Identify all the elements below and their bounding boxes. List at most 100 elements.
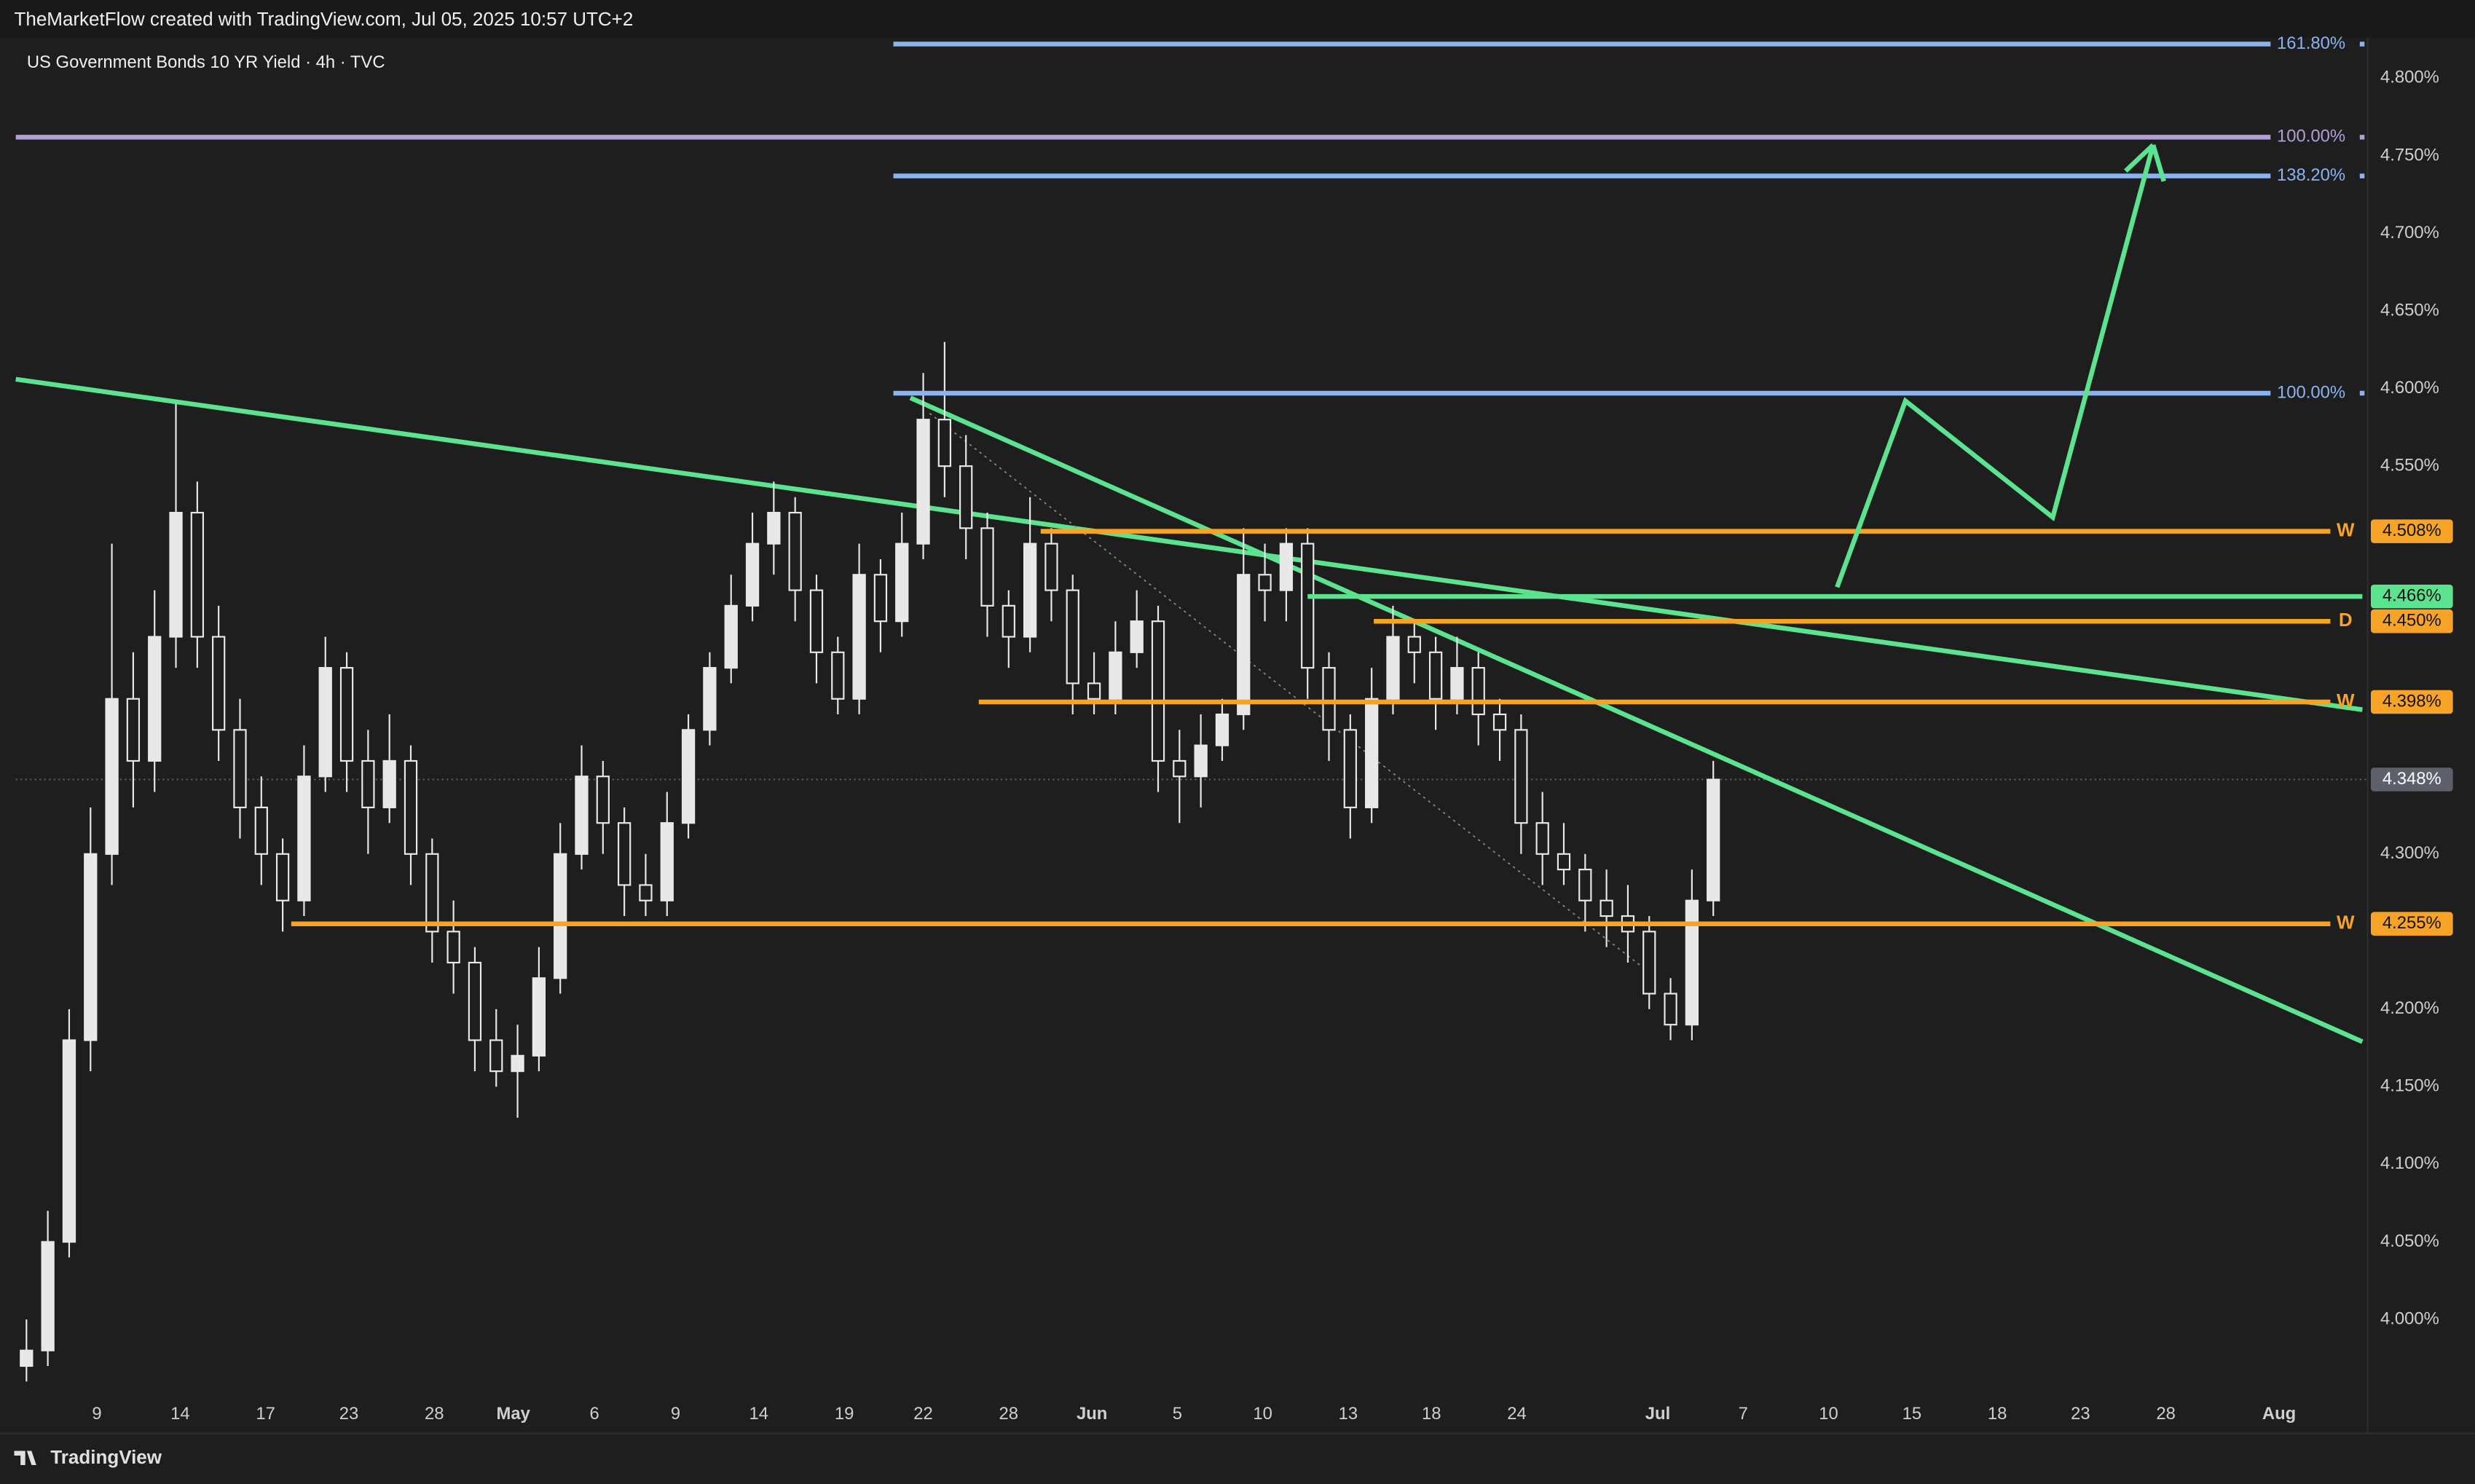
y-tick-label: 4.700% — [2380, 223, 2439, 242]
price-label: 4.348% — [2382, 769, 2441, 789]
trendline — [15, 376, 2363, 712]
candle-body — [788, 511, 802, 591]
candle-body — [1194, 744, 1208, 778]
candle-body — [1301, 542, 1315, 669]
candle-body — [532, 977, 546, 1057]
candle-body — [575, 775, 589, 855]
fib-label: 100.00% — [2277, 382, 2345, 402]
price-label-box — [2370, 609, 2453, 634]
candle-body — [660, 822, 674, 901]
x-tick-label: 19 — [835, 1404, 854, 1424]
candle-body — [596, 775, 610, 824]
fib-label: 161.80% — [2277, 33, 2345, 53]
candle-body — [1685, 899, 1699, 1026]
y-tick-label: 4.050% — [2380, 1231, 2439, 1251]
candle-body — [297, 775, 311, 901]
candle-body — [339, 667, 354, 762]
fib-marker — [2359, 135, 2365, 140]
candle-body — [468, 961, 482, 1041]
candle-body — [554, 853, 567, 979]
fib-marker — [2359, 42, 2365, 47]
candle-body — [1087, 682, 1101, 700]
candle-body — [1557, 853, 1571, 871]
x-tick-label: 23 — [339, 1404, 359, 1424]
candle-body — [1237, 574, 1251, 716]
level-tag: W — [2337, 518, 2355, 540]
price-label-box — [2370, 519, 2453, 543]
projection-arrowhead — [2150, 144, 2166, 182]
x-tick-label: 14 — [170, 1404, 190, 1424]
footer: TradingView — [50, 1446, 162, 1468]
x-tick-label: 6 — [589, 1404, 599, 1424]
candle-body — [1322, 667, 1336, 731]
x-tick-label: 10 — [1819, 1404, 1838, 1424]
y-tick-label: 4.750% — [2380, 145, 2439, 165]
y-tick-label: 4.000% — [2380, 1309, 2439, 1328]
candle-body — [41, 1241, 55, 1351]
fib-marker — [2359, 173, 2365, 178]
candle-body — [1664, 992, 1677, 1026]
y-tick-label: 4.550% — [2380, 455, 2439, 475]
candle-body — [20, 1349, 34, 1367]
candle-body — [1535, 822, 1549, 855]
candle-body — [639, 884, 653, 901]
price-label-box — [2370, 767, 2453, 792]
candle-body — [126, 698, 141, 762]
price-label: 4.398% — [2382, 691, 2441, 711]
candle-body — [1130, 620, 1144, 653]
x-tick-label: Jul — [1645, 1404, 1670, 1424]
price-label-box — [2370, 690, 2453, 714]
candle-body — [959, 465, 973, 529]
candle-body — [404, 759, 418, 855]
price-label: 4.450% — [2382, 610, 2441, 630]
candle-body — [1707, 778, 1720, 901]
fib-label: 138.20% — [2277, 165, 2345, 185]
candle-body — [84, 853, 98, 1041]
candle-body — [511, 1054, 524, 1073]
x-tick-label: 28 — [999, 1404, 1019, 1424]
candle-body — [1492, 713, 1507, 731]
x-tick-label: 28 — [425, 1404, 444, 1424]
x-tick-label: 7 — [1739, 1404, 1748, 1424]
candle-body — [681, 729, 696, 824]
trendline — [929, 412, 1642, 966]
projection-arrowhead — [2124, 143, 2155, 173]
candle-body — [1002, 604, 1015, 638]
price-label: 4.255% — [2382, 913, 2441, 933]
price-label: 4.508% — [2382, 521, 2441, 540]
candle-body — [1407, 636, 1421, 653]
y-tick-label: 4.100% — [2380, 1153, 2439, 1173]
candle-body — [1514, 729, 1528, 824]
candle-body — [489, 1039, 503, 1073]
candle-body — [852, 574, 866, 700]
x-tick-label: 10 — [1253, 1404, 1272, 1424]
candle-body — [1343, 729, 1357, 808]
y-tick-label: 4.150% — [2380, 1076, 2439, 1096]
candle-body — [318, 667, 332, 778]
axes: 4.800% 4.750% 4.700% 4.650% 4.600% 4.550% 4.30… — [92, 68, 2453, 1424]
x-tick-label: 17 — [256, 1404, 275, 1424]
y-tick-label: 4.600% — [2380, 378, 2439, 398]
fib-marker — [2359, 390, 2365, 396]
candle-body — [62, 1039, 76, 1243]
candle-body — [873, 574, 888, 623]
plot: 161.80% 100.00% 138.20% 100.00% W D W W — [15, 33, 2368, 1382]
y-tick-label: 4.650% — [2380, 300, 2439, 320]
x-tick-label: 23 — [2071, 1404, 2090, 1424]
x-tick-label: 28 — [2156, 1404, 2176, 1424]
level-tag: D — [2339, 609, 2353, 631]
candle-body — [1471, 667, 1485, 716]
level-tag: W — [2337, 690, 2355, 711]
candle-body — [1642, 931, 1656, 995]
candle-body — [724, 604, 738, 669]
candle-body — [937, 419, 952, 467]
candle-body — [1428, 651, 1443, 700]
x-tick-label: Jun — [1077, 1404, 1107, 1424]
candle-body — [1279, 542, 1294, 591]
candle-body — [809, 589, 824, 653]
candle-body — [895, 542, 909, 623]
candle-body — [212, 636, 226, 731]
candle-body — [169, 511, 183, 638]
logo-mark — [14, 1451, 36, 1465]
